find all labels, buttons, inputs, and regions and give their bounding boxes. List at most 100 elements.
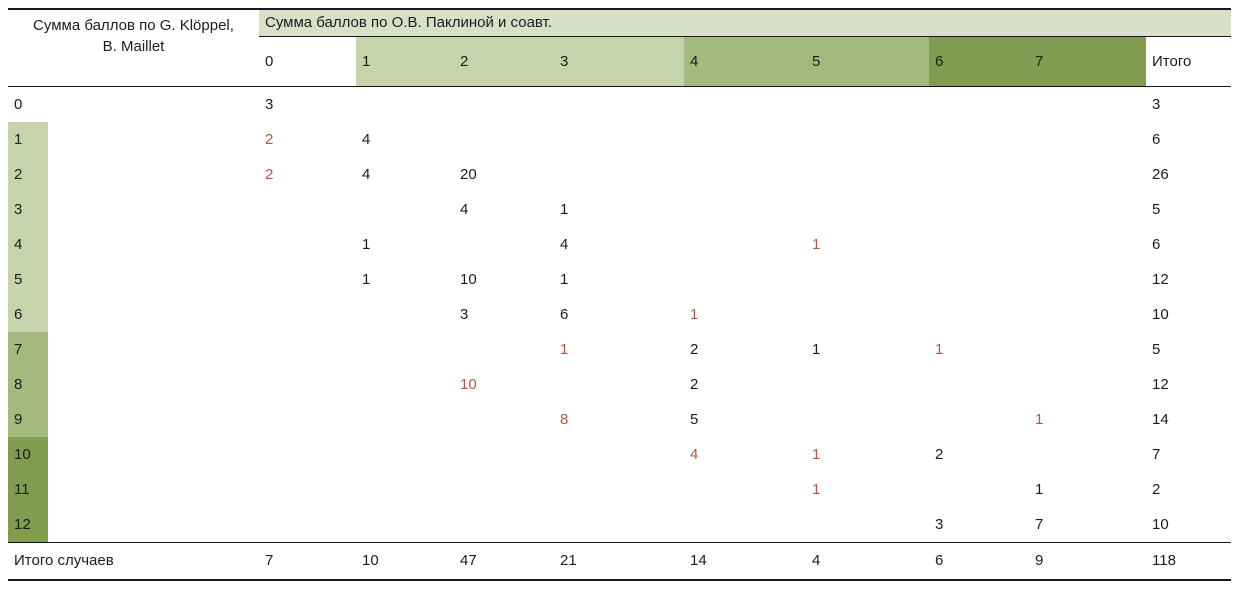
data-cell — [684, 262, 806, 297]
row-axis-title: Сумма баллов по G. Klöppel, B. Maillet — [8, 9, 259, 87]
data-cell — [259, 402, 356, 437]
data-cell — [259, 507, 356, 543]
data-cell — [806, 192, 929, 227]
row-total: 12 — [1152, 375, 1169, 393]
data-cell: 2 — [265, 130, 274, 148]
data-cell — [356, 437, 454, 472]
col-header-Итого: Итого — [1146, 36, 1231, 87]
data-cell: 2 — [935, 445, 944, 463]
data-cell — [356, 367, 454, 402]
data-cell: 7 — [1035, 515, 1044, 533]
data-cell — [1029, 227, 1146, 262]
row-header-cell: 6 — [8, 296, 259, 332]
data-cell — [554, 122, 684, 157]
data-cell: 1 — [812, 445, 821, 463]
row-header-cell: 2 — [8, 156, 259, 192]
row-label: 3 — [8, 191, 48, 227]
data-cell: 1 — [560, 340, 569, 358]
data-cell — [454, 472, 554, 507]
data-cell — [356, 332, 454, 367]
row-header-cell: 11 — [8, 471, 259, 507]
axis-title-row: Сумма баллов по G. Klöppel, B. Maillet С… — [8, 9, 1231, 87]
data-cell — [684, 157, 806, 192]
totals-label: Итого случаев — [8, 541, 259, 580]
row-total: 10 — [1152, 515, 1169, 533]
data-cell — [554, 157, 684, 192]
col-total: 9 — [1029, 541, 1146, 580]
data-cell — [929, 192, 1029, 227]
row-header-cell: 10 — [8, 436, 259, 472]
data-cell — [259, 367, 356, 402]
data-cell — [554, 472, 684, 507]
row-total: 12 — [1152, 270, 1169, 288]
data-cell — [259, 332, 356, 367]
data-cell — [259, 262, 356, 297]
data-cell: 4 — [460, 200, 469, 218]
data-cell — [684, 472, 806, 507]
data-cell — [454, 402, 554, 437]
data-cell: 5 — [690, 410, 699, 428]
data-cell — [356, 192, 454, 227]
col-header-7: 7 — [1029, 36, 1146, 87]
data-cell — [554, 86, 684, 122]
row-label: 9 — [8, 401, 48, 437]
col-total: 7 — [259, 541, 356, 580]
data-cell — [929, 472, 1029, 507]
data-cell — [806, 297, 929, 332]
table-row: 1 2 4 6 — [8, 121, 1231, 157]
grand-total: 118 — [1146, 541, 1231, 580]
data-cell — [259, 297, 356, 332]
data-cell — [806, 402, 929, 437]
row-total: 3 — [1152, 95, 1161, 113]
row-label: 10 — [8, 436, 48, 472]
data-cell: 1 — [1035, 480, 1044, 498]
col-header-6: 6 — [929, 36, 1029, 87]
crosstab-table: Сумма баллов по G. Klöppel, B. Maillet С… — [8, 8, 1231, 581]
data-cell — [929, 402, 1029, 437]
data-cell — [1029, 86, 1146, 122]
data-cell: 1 — [812, 235, 821, 253]
data-cell: 1 — [362, 235, 371, 253]
data-cell: 3 — [935, 515, 944, 533]
col-header-5: 5 — [806, 36, 929, 87]
data-cell — [806, 157, 929, 192]
row-header-cell: 0 — [8, 86, 259, 122]
data-cell: 10 — [460, 375, 477, 393]
table-row: 6 3 6 1 10 — [8, 296, 1231, 332]
col-total: 47 — [454, 541, 554, 580]
data-cell: 1 — [362, 270, 371, 288]
row-header-cell: 8 — [8, 366, 259, 402]
table-body: 0 3 3 1 2 4 6 2 2 4 20 26 3 4 1 5 4 1 4 1 6 5 1 10 1 12 6 3 6 1 10 7 1 2 1… — [8, 86, 1231, 580]
data-cell — [929, 86, 1029, 122]
data-cell: 3 — [460, 305, 469, 323]
data-cell — [259, 437, 356, 472]
data-cell — [356, 297, 454, 332]
row-header-cell: 3 — [8, 191, 259, 227]
data-cell: 1 — [1035, 410, 1044, 428]
row-label: 12 — [8, 506, 48, 542]
data-cell — [1029, 332, 1146, 367]
data-cell: 4 — [362, 130, 371, 148]
data-cell — [1029, 297, 1146, 332]
data-cell: 4 — [690, 445, 699, 463]
data-cell — [684, 227, 806, 262]
data-cell — [259, 472, 356, 507]
table-row: 5 1 10 1 12 — [8, 261, 1231, 297]
col-total: 10 — [356, 541, 454, 580]
data-cell — [554, 507, 684, 543]
data-cell — [929, 157, 1029, 192]
row-header-cell: 1 — [8, 121, 259, 157]
data-cell — [684, 122, 806, 157]
row-header-cell: 7 — [8, 331, 259, 367]
table-row: 2 2 4 20 26 — [8, 156, 1231, 192]
data-cell — [554, 437, 684, 472]
data-cell: 1 — [560, 200, 569, 218]
data-cell: 1 — [812, 340, 821, 358]
row-total: 10 — [1152, 305, 1169, 323]
row-header-cell: 5 — [8, 261, 259, 297]
data-cell — [356, 507, 454, 543]
data-cell — [554, 367, 684, 402]
data-cell — [1029, 192, 1146, 227]
data-cell — [929, 122, 1029, 157]
data-cell: 10 — [460, 270, 477, 288]
